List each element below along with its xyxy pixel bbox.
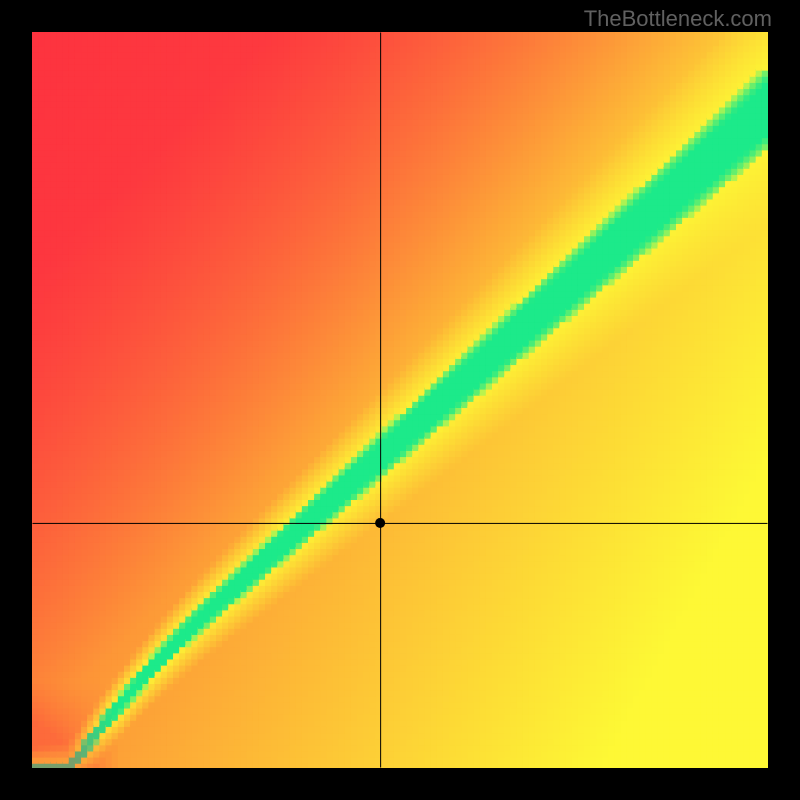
heatmap-canvas <box>32 32 768 768</box>
bottleneck-heatmap <box>32 32 768 768</box>
watermark: TheBottleneck.com <box>584 6 772 32</box>
